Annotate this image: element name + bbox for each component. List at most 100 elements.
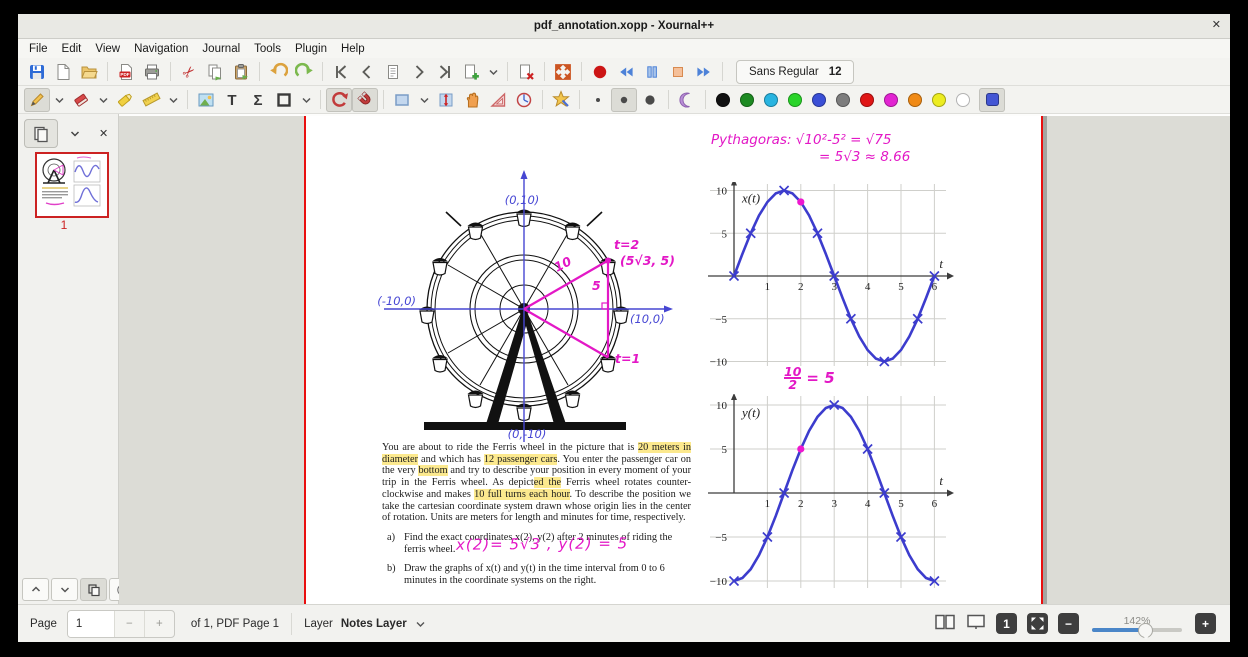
highlighter-tool-button[interactable] [112,88,138,112]
canvas[interactable]: Pythagoras: √10²-5² = √75 = 5√3 ≈ 8.66 [119,114,1230,604]
menu-help[interactable]: Help [340,42,365,55]
zoom-slider-handle[interactable] [1138,623,1153,640]
duplicate-page-button[interactable] [80,578,107,601]
color-swatch-5[interactable] [836,92,850,107]
goto-page-button[interactable] [380,60,406,84]
thickness-medium-button[interactable] [611,87,637,112]
redo-button[interactable] [291,60,317,84]
color-swatch-4[interactable] [812,92,826,107]
pdf-page[interactable]: Pythagoras: √10²-5² = √75 = 5√3 ≈ 8.66 [304,116,1043,604]
font-button[interactable]: Sans Regular 12 [736,59,855,84]
ruler-icon [141,92,161,107]
layer-dropdown-icon[interactable] [415,620,426,628]
setsquare-button[interactable] [485,88,511,112]
eraser-tool-button[interactable] [68,88,94,112]
magenta-triangle [523,259,610,359]
item-a-handwriting: x(2)= 5√3 , y(2) = 5 [455,534,629,554]
zoom-in-button[interactable]: + [1195,613,1216,634]
select-dropdown[interactable] [415,88,433,112]
scroll-down-button[interactable] [51,578,78,601]
forward-button[interactable] [691,60,717,84]
delete-page-button[interactable] [513,60,539,84]
page-thumbnail[interactable] [35,152,109,218]
vertical-space-button[interactable] [433,88,459,112]
menu-navigation[interactable]: Navigation [134,42,189,55]
color-swatch-6[interactable] [860,92,874,107]
page-decrement-button[interactable]: − [115,610,145,637]
pause-button[interactable] [639,60,665,84]
fraction-numerator: 10 [784,364,802,379]
chevron-up-icon [31,586,40,592]
scroll-up-button[interactable] [22,578,49,601]
vertical-space-icon [439,93,453,106]
cut-button[interactable]: ✂ [176,60,202,84]
fullscreen-button[interactable] [550,60,576,84]
undo-button[interactable] [265,60,291,84]
select-rect-button[interactable] [389,88,415,112]
pen-tool-button[interactable] [24,87,50,112]
thickness-fine-button[interactable] [585,88,611,112]
color-swatch-0[interactable] [716,92,730,107]
stop-button[interactable] [665,60,691,84]
ruler-dropdown[interactable] [164,88,182,112]
eraser-dropdown[interactable] [94,88,112,112]
page-number-input[interactable]: 1 [67,610,115,637]
last-page-button[interactable] [432,60,458,84]
color-swatch-1[interactable] [740,92,754,107]
color-swatch-8[interactable] [908,92,922,107]
add-page-button[interactable] [458,60,484,84]
color-swatch-3[interactable] [788,92,802,107]
layer-selector[interactable]: Notes Layer [340,617,407,630]
insert-image-button[interactable] [193,88,219,112]
add-page-dropdown[interactable] [484,60,502,84]
preview-layout-button[interactable] [24,119,59,148]
tex-tool-button[interactable]: Σ [245,88,271,112]
zoom-100-button[interactable]: 1 [996,613,1017,634]
paste-button[interactable] [228,60,254,84]
menu-tools[interactable]: Tools [254,42,281,55]
close-icon[interactable]: ✕ [1211,19,1221,31]
menu-edit[interactable]: Edit [61,42,82,55]
shape-tool-button[interactable] [271,88,297,112]
presentation-button[interactable] [966,613,986,634]
rewind-button[interactable] [613,60,639,84]
rotation-snap-button[interactable] [326,87,352,112]
chevron-down-icon [488,68,499,76]
color-swatch-10[interactable] [956,92,970,107]
compass-button[interactable] [511,88,537,112]
hand-tool-button[interactable] [459,88,485,112]
color-swatch-2[interactable] [764,92,778,107]
thickness-thick-button[interactable] [637,88,663,112]
new-file-button[interactable] [50,60,76,84]
export-pdf-button[interactable]: PDF [113,60,139,84]
menu-plugin[interactable]: Plugin [295,42,327,55]
print-button[interactable] [139,60,165,84]
menu-file[interactable]: File [29,42,48,55]
shape-recognizer-button[interactable] [548,88,574,112]
record-audio-button[interactable] [587,60,613,84]
color-swatch-7[interactable] [884,92,898,107]
sidebar-collapse-button[interactable] [64,124,85,144]
first-page-button[interactable] [328,60,354,84]
previous-page-button[interactable] [354,60,380,84]
pen-dropdown[interactable] [50,88,68,112]
text-tool-button[interactable]: T [219,88,245,112]
page-increment-button[interactable]: + [156,617,163,630]
shape-dropdown[interactable] [297,88,315,112]
copy-button[interactable] [202,60,228,84]
next-page-button[interactable] [406,60,432,84]
dual-page-button[interactable] [934,613,956,634]
color-swatch-9[interactable] [932,92,946,107]
zoom-slider[interactable] [1092,623,1182,640]
moon-tool-button[interactable] [674,88,700,112]
sidebar-close-icon[interactable]: ✕ [98,128,109,140]
ruler-tool-button[interactable] [138,88,164,112]
menu-view[interactable]: View [95,42,121,55]
save-button[interactable] [24,60,50,84]
menu-journal[interactable]: Journal [202,42,241,55]
zoom-fit-button[interactable] [1027,613,1048,634]
open-button[interactable] [76,60,102,84]
zoom-out-button[interactable]: − [1058,613,1079,634]
grid-snap-button[interactable] [352,87,378,112]
color-picker-button[interactable] [979,87,1005,112]
